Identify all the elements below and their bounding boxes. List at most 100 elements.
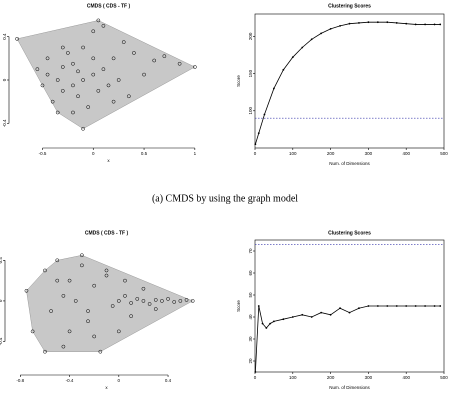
point: [96, 18, 101, 23]
series-point: [395, 22, 398, 24]
point: [190, 299, 195, 303]
point: [49, 309, 53, 313]
series-point: [348, 22, 351, 25]
x-axis-label: Num. of Dimensions: [329, 385, 370, 390]
series-point: [254, 371, 257, 373]
point: [129, 301, 133, 305]
x-tick-label: -0.8: [16, 378, 24, 383]
x-tick-label: 300: [365, 375, 373, 380]
y-axis-label: Score: [236, 300, 241, 312]
point: [35, 67, 40, 72]
x-tick-label: 0: [92, 151, 95, 156]
x-axis-label: Num. of Dimensions: [329, 161, 370, 166]
series-point: [329, 313, 332, 316]
point: [166, 297, 170, 301]
point: [80, 253, 84, 258]
point: [86, 105, 91, 109]
y-tick-label: 0: [0, 299, 3, 302]
point: [71, 110, 75, 115]
series-point: [291, 316, 294, 318]
point: [71, 83, 75, 88]
hull: [16, 20, 196, 129]
series-point: [282, 68, 285, 71]
caption: (a) CMDS by using the graph model: [152, 193, 298, 204]
x-tick-label: 100: [289, 151, 297, 156]
chart-title: CMDS ( CDS - TF ): [85, 230, 129, 236]
point: [91, 56, 96, 61]
y-tick-label: 200: [248, 32, 253, 40]
y-tick-label: 0.4: [2, 33, 7, 40]
series-point: [376, 21, 379, 24]
point: [76, 69, 80, 74]
point: [135, 297, 140, 301]
x-tick-label: 0.4: [165, 378, 172, 383]
plot-frame: [254, 13, 445, 149]
point: [67, 329, 72, 334]
point: [92, 283, 97, 288]
series-point: [439, 305, 442, 307]
series-point: [358, 307, 360, 310]
series-point: [291, 56, 294, 59]
chart-title: Clustering Scores: [328, 230, 371, 236]
point: [123, 278, 127, 283]
x-tick-label: 200: [327, 151, 335, 156]
point: [116, 78, 121, 82]
x-tick-label: -0.4: [66, 378, 74, 383]
x-tick-label: 0: [254, 375, 257, 380]
point: [50, 99, 55, 104]
series-point: [439, 23, 442, 26]
x-tick-label: 0.5: [141, 151, 148, 156]
point: [81, 126, 85, 131]
y-tick-label: 60: [248, 270, 253, 276]
point: [106, 83, 111, 88]
point: [147, 302, 152, 306]
y-tick-label: 100: [248, 107, 253, 115]
point: [45, 56, 50, 61]
point: [86, 309, 90, 313]
y-tick-label: 0.4: [0, 257, 3, 264]
series-point: [405, 305, 408, 307]
series-point: [386, 21, 389, 24]
point: [60, 88, 65, 93]
series-point: [310, 38, 313, 41]
point: [152, 58, 157, 63]
point: [71, 61, 75, 66]
series-point: [273, 87, 275, 90]
series-point: [265, 327, 268, 329]
point: [61, 344, 66, 349]
y-tick-label: 70: [248, 248, 253, 254]
series-point: [339, 25, 341, 27]
series-point: [433, 23, 436, 26]
y-axis-label: Score: [236, 75, 241, 87]
series-point: [301, 46, 304, 49]
point: [153, 307, 158, 311]
point: [43, 268, 47, 273]
x-tick-label: 500: [440, 151, 448, 156]
x-tick-label: 400: [402, 375, 410, 380]
chart-title: Clustering Scores: [328, 3, 371, 9]
x-tick-label: 0: [118, 378, 121, 383]
point: [40, 83, 45, 88]
point: [24, 288, 29, 293]
x-tick-label: 1: [194, 151, 197, 156]
point: [66, 51, 70, 55]
series-point: [320, 32, 323, 35]
y-tick-label: -0.4: [0, 337, 3, 345]
point: [141, 299, 146, 303]
point: [55, 258, 60, 263]
point: [162, 54, 167, 59]
point: [67, 278, 72, 283]
x-axis-label: x: [105, 385, 108, 390]
point: [91, 29, 96, 34]
point: [129, 314, 133, 319]
y-tick-label: 0: [2, 78, 7, 81]
point: [101, 23, 106, 28]
series-point: [367, 305, 370, 307]
series-point: [254, 143, 257, 146]
series-point: [301, 313, 304, 316]
y-tick-label: 40: [248, 314, 253, 320]
hull: [26, 255, 194, 352]
x-tick-label: 100: [289, 375, 297, 380]
point: [60, 45, 65, 50]
point: [160, 299, 164, 303]
